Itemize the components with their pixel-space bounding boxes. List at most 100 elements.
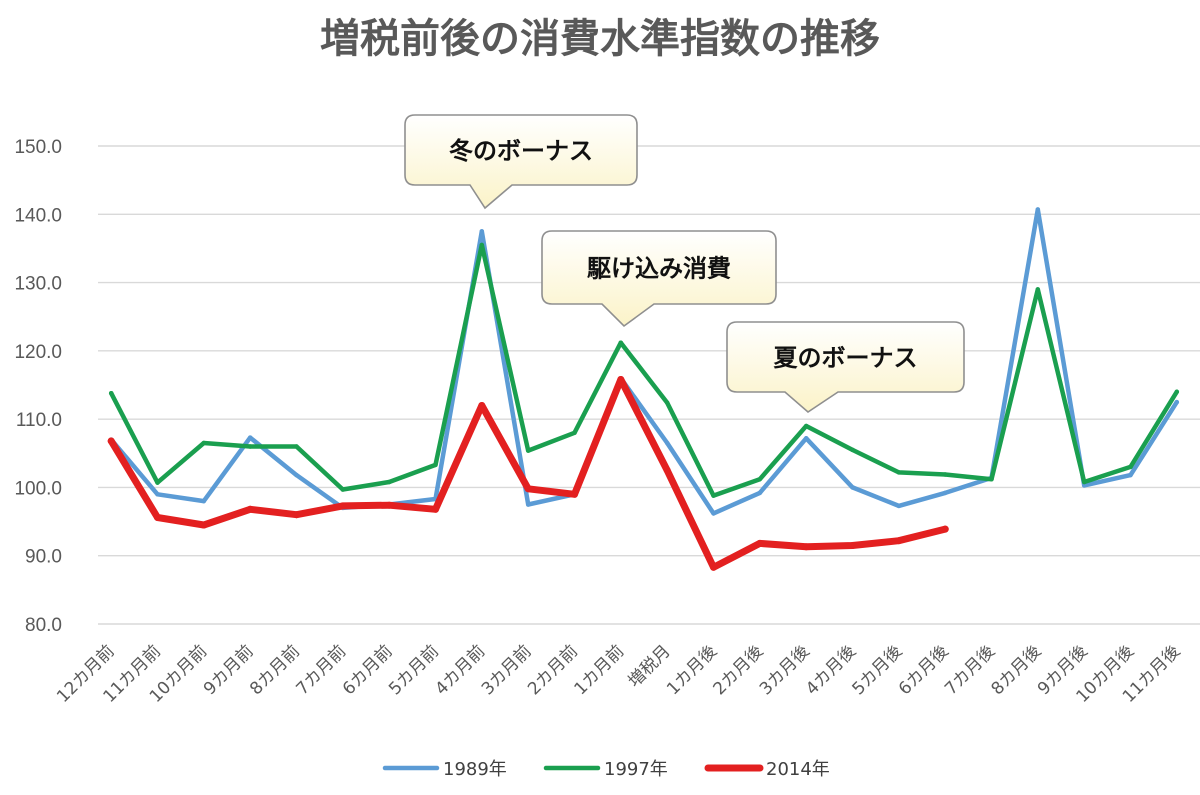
data-point <box>1128 464 1133 470</box>
callout: 冬のボーナス <box>404 114 638 210</box>
data-point <box>155 480 160 485</box>
y-tick-label: 80.0 <box>25 615 62 636</box>
x-tick-label: 4カ月後 <box>802 641 860 699</box>
data-point <box>849 542 856 549</box>
data-point <box>385 501 393 509</box>
data-point <box>247 435 253 440</box>
data-point <box>989 476 994 482</box>
data-point <box>433 462 438 468</box>
data-point <box>618 340 624 345</box>
data-point <box>1035 207 1041 212</box>
legend-label: 2014年 <box>766 759 830 780</box>
data-point <box>941 525 949 533</box>
legend: 1989年 1997年 2014年 <box>382 759 830 780</box>
data-point <box>201 498 207 504</box>
y-tick-label: 110.0 <box>16 410 62 431</box>
callout: 夏のボーナス <box>726 321 965 414</box>
x-tick-label: 3カ月後 <box>756 641 814 699</box>
data-point <box>757 476 763 482</box>
data-point <box>803 423 809 429</box>
x-tick-label: 3カ月前 <box>478 641 536 699</box>
x-tick-label: 9カ月前 <box>200 641 258 699</box>
callout-text: 夏のボーナス <box>774 344 918 372</box>
y-tick-label: 100.0 <box>14 478 62 499</box>
data-point <box>1128 472 1133 478</box>
x-tick-label: 6カ月後 <box>895 641 953 699</box>
data-point <box>617 376 625 383</box>
data-point <box>1174 389 1180 395</box>
data-point <box>479 242 485 248</box>
data-point <box>154 514 161 521</box>
callout-text: 冬のボーナス <box>449 137 593 165</box>
x-tick-label: 1カ月前 <box>571 641 629 699</box>
y-tick-label: 130.0 <box>14 274 62 295</box>
data-point <box>850 447 855 453</box>
x-tick-label: 1カ月後 <box>663 641 721 699</box>
data-point <box>294 472 299 478</box>
data-point <box>340 487 346 492</box>
data-point <box>756 539 764 547</box>
y-tick-label: 150.0 <box>14 137 62 158</box>
x-tick-label: 2カ月後 <box>710 641 768 699</box>
y-tick-label: 90.0 <box>25 547 62 568</box>
data-point <box>757 490 763 496</box>
data-point <box>108 390 114 396</box>
data-point <box>896 503 902 509</box>
x-tick-label: 2カ月前 <box>524 641 582 699</box>
data-point <box>201 440 207 446</box>
series-line-1997年 <box>108 242 1180 498</box>
data-point <box>524 485 532 493</box>
x-tick-label: 4カ月前 <box>432 641 490 699</box>
data-point <box>478 402 486 409</box>
data-point <box>1081 479 1087 485</box>
data-point <box>664 400 670 406</box>
data-point <box>942 490 948 496</box>
callout: 駆け込み消費 <box>541 230 777 328</box>
callout-bubble <box>404 114 638 210</box>
data-point <box>896 470 902 475</box>
data-point <box>1081 483 1087 488</box>
data-point <box>1174 399 1180 405</box>
data-point <box>479 229 485 234</box>
data-point <box>571 490 578 498</box>
callout-text: 駆け込み消費 <box>587 255 731 283</box>
legend-label: 1997年 <box>604 759 668 780</box>
data-point <box>1035 287 1041 292</box>
data-point <box>802 543 810 551</box>
series-line-1989年 <box>108 207 1180 516</box>
data-point <box>525 502 531 507</box>
data-point <box>107 437 115 445</box>
data-point <box>339 502 347 510</box>
data-point <box>664 440 670 446</box>
callout-bubble <box>541 230 777 328</box>
data-point <box>572 430 577 436</box>
data-point <box>294 444 299 449</box>
y-tick-label: 140.0 <box>14 205 62 226</box>
data-point <box>386 479 392 485</box>
data-point <box>710 563 717 571</box>
series-line-2014年 <box>107 376 949 571</box>
x-tick-label: 7カ月前 <box>293 641 351 699</box>
y-axis-ticks: 80.0 90.0 100.0 110.0 120.0 130.0 140.0 150.0 <box>14 137 62 636</box>
callout-bubble <box>726 321 965 414</box>
data-point <box>247 444 253 449</box>
data-point <box>711 511 716 516</box>
data-point <box>895 537 903 545</box>
x-tick-label: 5カ月前 <box>385 641 443 699</box>
chart-title: 増税前後の消費水準指数の推移 <box>320 16 880 62</box>
data-point <box>663 466 671 474</box>
data-point <box>942 472 948 477</box>
data-point <box>155 492 160 497</box>
data-point <box>803 436 809 441</box>
data-point <box>432 505 439 513</box>
x-axis-ticks: 12カ月前11カ月前10カ月前9カ月前8カ月前7カ月前6カ月前5カ月前4カ月前3… <box>53 641 1184 707</box>
data-point <box>246 505 254 513</box>
legend-label: 1989年 <box>443 759 507 780</box>
x-tick-label: 8カ月前 <box>246 641 304 699</box>
data-point <box>711 493 716 498</box>
x-tick-label: 5カ月後 <box>849 641 907 699</box>
data-point <box>850 485 855 490</box>
y-tick-label: 120.0 <box>14 342 62 363</box>
